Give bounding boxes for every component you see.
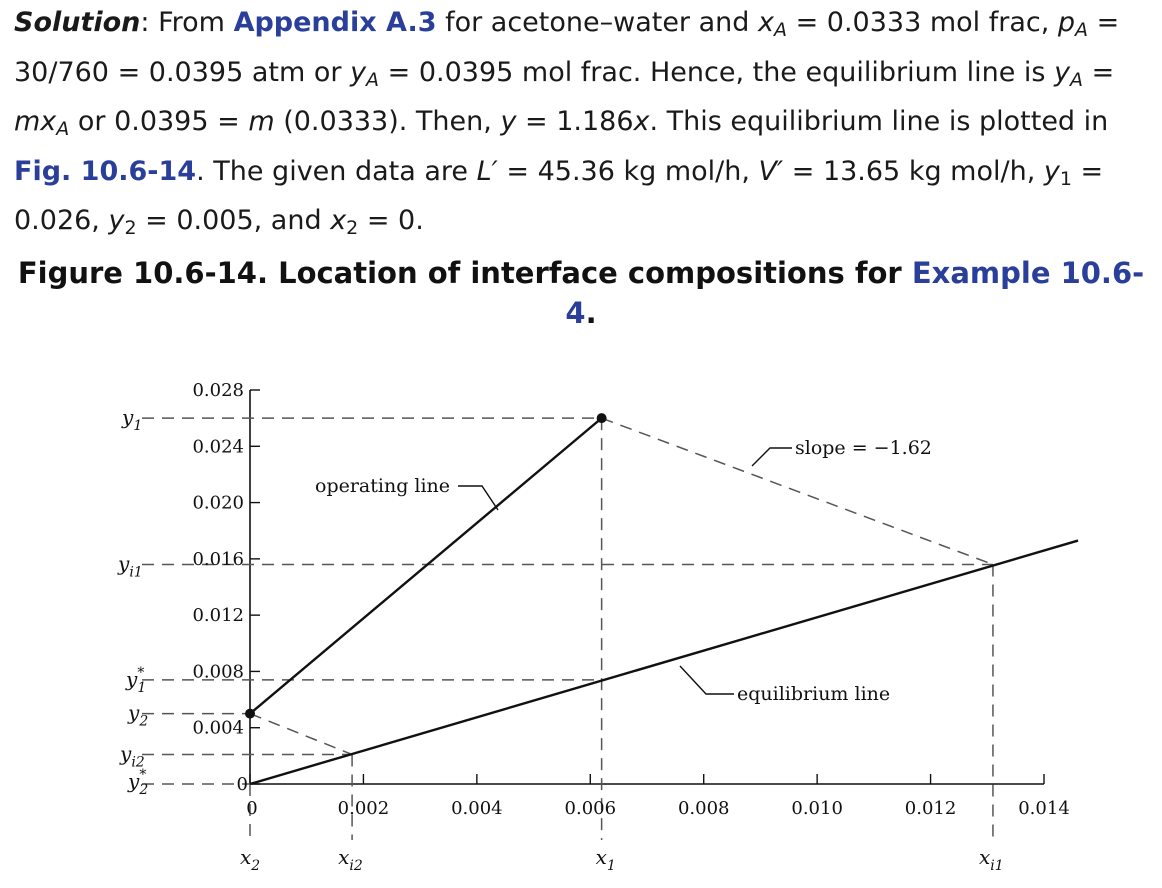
solution-lead: Solution [14, 7, 141, 38]
x-tick-label: 0.006 [565, 798, 617, 819]
xi2-label: xi2 [338, 845, 363, 874]
text-run: (0.0333). Then, [274, 106, 501, 137]
interface-composition-chart: 0.004 0.008 0.012 0.016 0.020 0.024 0.028 0 0 0.0… [117, 380, 1079, 874]
y-tick-label: 0.012 [192, 605, 244, 626]
text-run: for acetone–water and [436, 7, 758, 38]
yi1-label: yi1 [117, 551, 143, 580]
equilibrium-leader [679, 665, 734, 695]
var-y1-sub: 1 [1059, 167, 1072, 190]
text-run: or 0.0395 = [69, 106, 249, 137]
x-tick-label: 0.012 [905, 798, 957, 819]
text-run: = 0.0333 mol frac, [786, 7, 1058, 38]
var-mxA-sub: A [56, 118, 70, 140]
y-tick-label: 0.008 [192, 661, 244, 682]
x-tick-label: 0.004 [451, 798, 503, 819]
y-tick-label: 0.024 [192, 436, 244, 457]
var-y2: y [108, 205, 125, 236]
y2-label: y2 [127, 701, 148, 730]
var-y2-sub: 2 [124, 217, 137, 239]
y2-star-label: y* 2 [127, 767, 148, 798]
yi2-label: yi2 [119, 741, 145, 770]
y-tick-label: 0.020 [192, 493, 244, 514]
var-yA: y [350, 56, 367, 88]
equilibrium-line-label: equilibrium line [737, 683, 890, 705]
slope-leader [751, 447, 792, 467]
text-run: = 0.005, and [136, 205, 331, 236]
chart-lines [245, 413, 1079, 786]
figure-link[interactable]: Fig. 10.6-14 [14, 155, 197, 187]
data-point [596, 413, 607, 424]
var-y: y [500, 106, 517, 137]
x-tick-label: 0.014 [1018, 798, 1070, 819]
guide-dashes [142, 417, 994, 840]
figure-caption: Figure 10.6-14. Location of interface co… [10, 253, 1152, 333]
y-tick-label: 0 [237, 774, 248, 795]
var-pA-sub: A [1075, 19, 1089, 41]
data-point [245, 708, 255, 719]
slope-construction-line [249, 712, 353, 756]
operating-leader [458, 485, 499, 511]
appendix-link[interactable]: Appendix A.3 [233, 7, 437, 38]
text-run: . The given data are [196, 155, 477, 187]
var-x2: x [330, 205, 347, 236]
var-yA-sub: A [366, 68, 380, 91]
slope-construction-line [601, 417, 994, 566]
var-yA2: y [1054, 56, 1071, 88]
text-run: = 0. [358, 205, 424, 236]
operating-line-label: operating line [315, 475, 450, 497]
var-pA: p [1057, 7, 1076, 38]
var-Lprime: L′ [476, 155, 498, 187]
var-mxA: mx [14, 106, 57, 137]
text-run: = 0.026, [14, 155, 1104, 237]
equilibrium-line-line [249, 539, 1079, 786]
text-run: = 30/760 = 0.0395 atm or [14, 7, 1120, 88]
x2-label: x2 [240, 845, 260, 874]
x-tick-label: 0.002 [338, 798, 390, 819]
example-link[interactable]: Example 10.6-4 [565, 256, 1145, 330]
y-tick-label: 0.028 [192, 380, 244, 401]
x1-label: x1 [596, 845, 616, 874]
var-y1: y [1043, 155, 1060, 187]
text-run: = 0.0395 mol frac. Hence, the equilibriu… [379, 56, 1055, 88]
y1-star-label: y* 1 [125, 665, 146, 696]
text-run: = 1.186 [516, 106, 634, 137]
var-xA-sub: A [773, 19, 787, 41]
text-run: . This equilibrium line is plotted in [649, 106, 1109, 137]
var-xA: x [758, 7, 774, 38]
var-yA2-sub: A [1070, 68, 1084, 91]
x-tick-label: 0 [246, 798, 257, 819]
operating-line-line [249, 417, 603, 715]
chart-labels: 0.004 0.008 0.012 0.016 0.020 0.024 0.028 0 0 0.0… [117, 380, 1070, 874]
slope-annotation: slope = −1.62 [795, 437, 932, 459]
var-x: x [633, 106, 650, 137]
text-run: = 45.36 kg mol/h, [497, 155, 759, 187]
var-Vprime: V′ [758, 155, 784, 187]
y-tick-label: 0.016 [192, 549, 244, 570]
var-x2-sub: 2 [346, 217, 359, 239]
x-tick-label: 0.008 [678, 798, 730, 819]
text-run: = [1083, 56, 1115, 88]
y-tick-label: 0.004 [192, 718, 244, 739]
xi1-label: xi1 [979, 845, 1004, 874]
caption-text: Figure 10.6-14. Location of interface co… [17, 256, 912, 290]
text-run: = 13.65 kg mol/h, [783, 155, 1044, 187]
text-run: : From [140, 7, 234, 38]
solution-paragraph: Solution: From Appendix A.3 for acetone–… [14, 2, 1154, 250]
x-tick-label: 0.010 [791, 798, 843, 819]
caption-end: . [585, 296, 597, 330]
var-m: m [248, 106, 275, 137]
y1-label: y1 [121, 405, 142, 434]
